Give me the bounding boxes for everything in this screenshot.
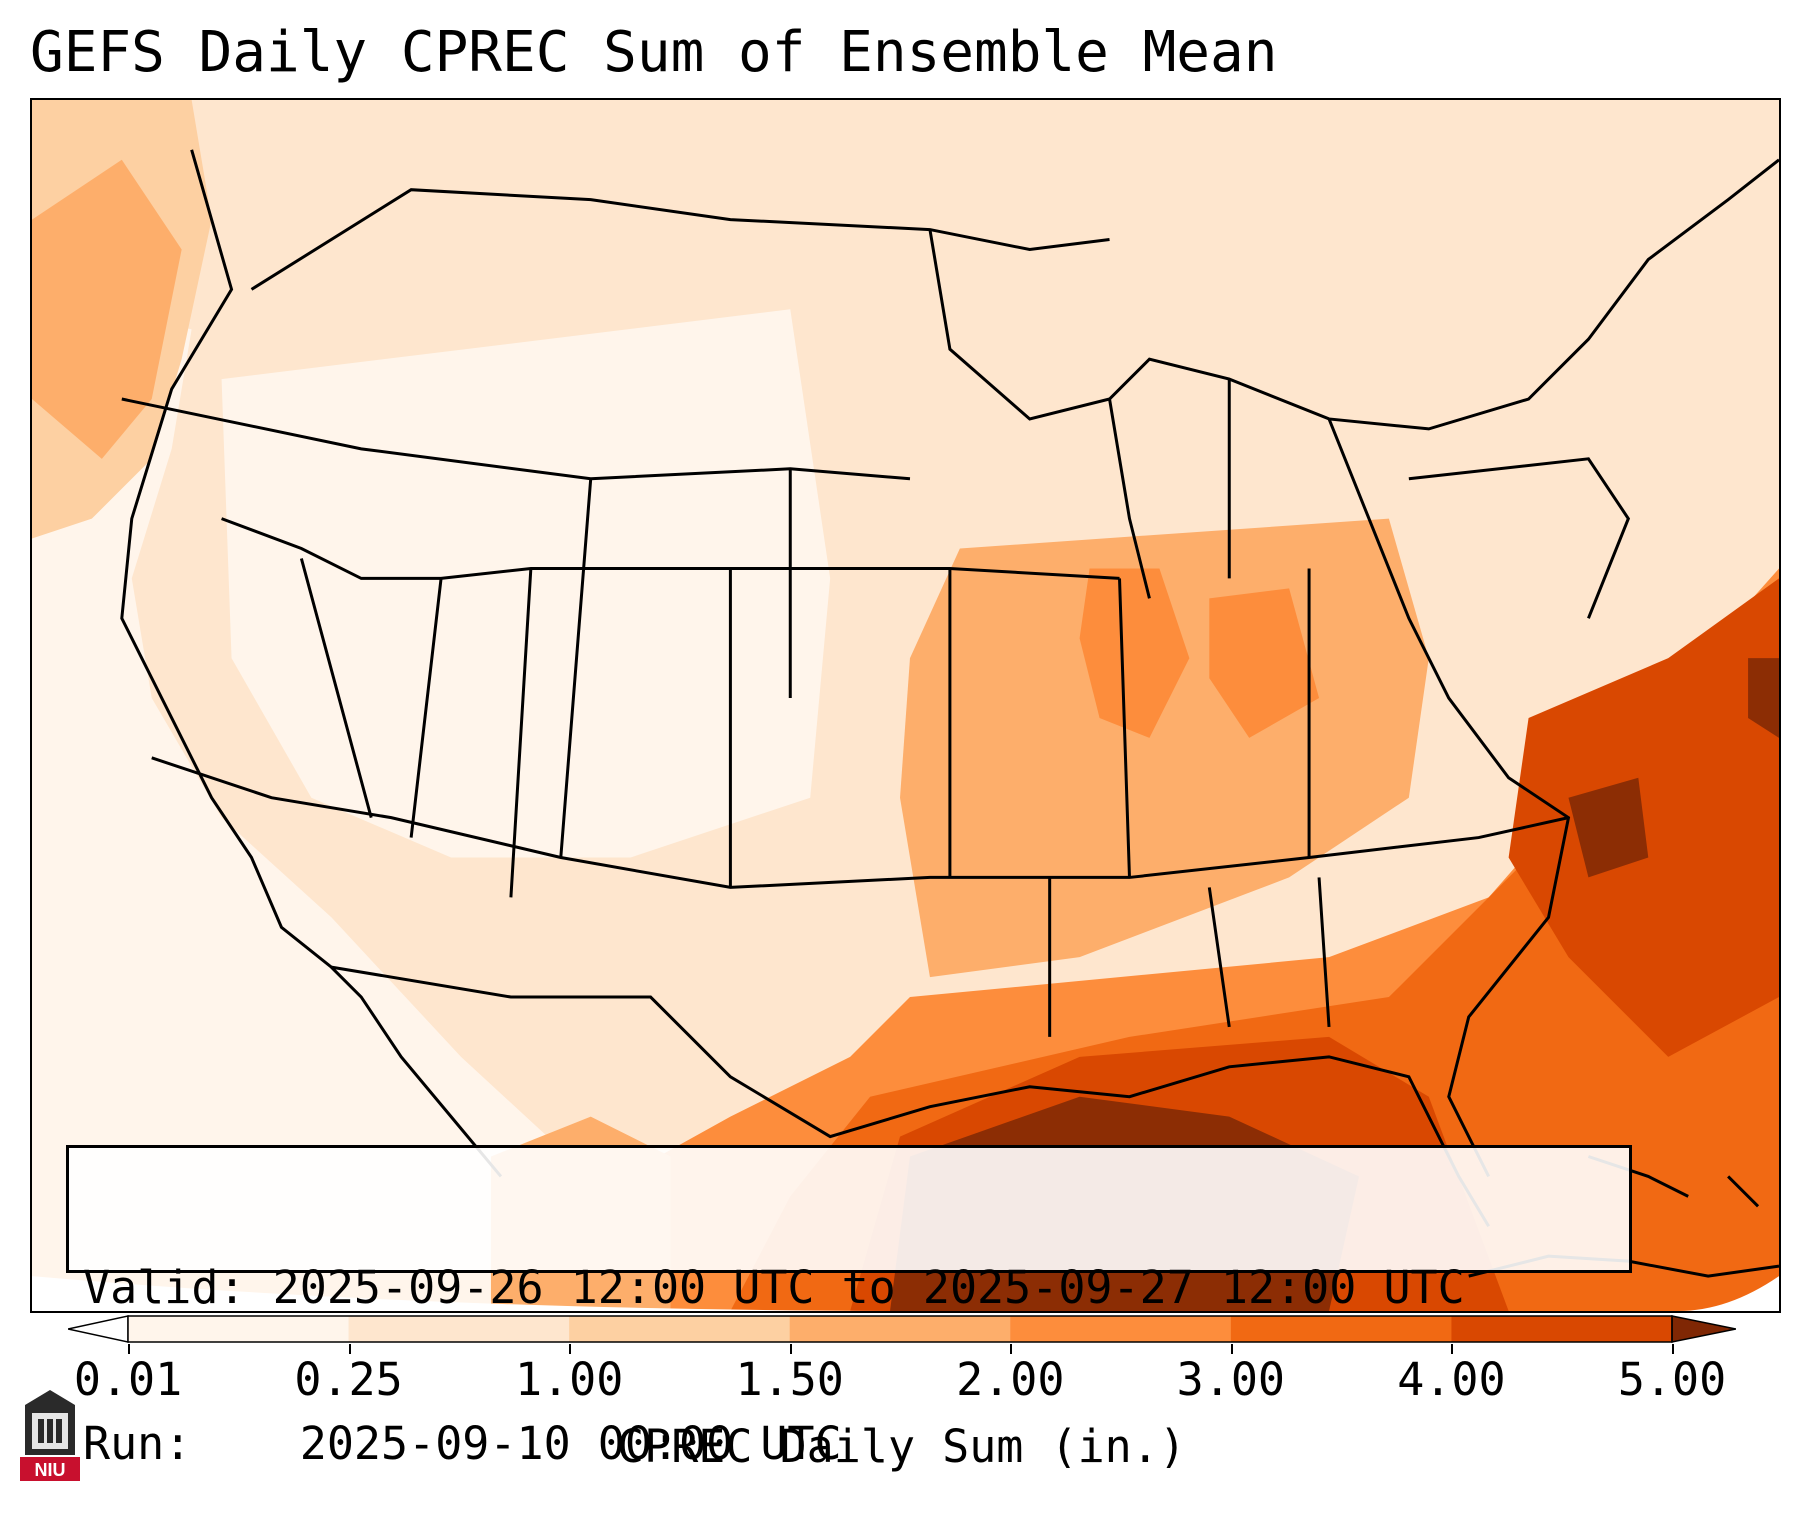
colorbar-tick bbox=[1451, 1344, 1454, 1354]
colorbar-tick-label: 1.50 bbox=[735, 1353, 844, 1406]
colorbar-tick bbox=[128, 1344, 130, 1354]
colorbar-segment bbox=[128, 1316, 350, 1342]
precip-interior-west bbox=[221, 309, 831, 858]
colorbar-label: CPREC Daily Sum (in.) bbox=[617, 1420, 1186, 1473]
valid-label: Valid: bbox=[83, 1261, 246, 1314]
colorbar-tick-label: 0.25 bbox=[294, 1353, 403, 1406]
valid-run-info-box: Valid: 2025-09-26 12:00 UTC to 2025-09-2… bbox=[66, 1145, 1632, 1470]
precip-illinois bbox=[1079, 568, 1190, 738]
colorbar-segment bbox=[1230, 1316, 1452, 1342]
valid-text: 2025-09-26 12:00 UTC to 2025-09-27 12:00… bbox=[272, 1261, 1465, 1314]
run-label: Run: bbox=[83, 1417, 192, 1470]
colorbar-segment bbox=[1010, 1316, 1232, 1342]
precip-pacnw-high bbox=[32, 159, 182, 459]
run-text: 2025-09-10 00:00 UTC bbox=[299, 1417, 842, 1470]
svg-text:NIU: NIU bbox=[35, 1460, 66, 1480]
niu-logo: NIU bbox=[20, 1390, 80, 1481]
colorbar-tick bbox=[789, 1344, 792, 1354]
colorbar bbox=[68, 1315, 1736, 1343]
colorbar-segment bbox=[569, 1316, 791, 1342]
colorbar-tick bbox=[348, 1344, 351, 1354]
state-boundaries bbox=[120, 149, 1779, 1228]
colorbar-segment bbox=[348, 1316, 570, 1342]
colorbar-tick bbox=[1010, 1344, 1013, 1354]
precip-atlantic-high bbox=[1508, 578, 1779, 1057]
precipitation-map bbox=[30, 98, 1781, 1313]
precip-atlantic-max bbox=[1568, 777, 1649, 878]
colorbar-tick-label: 0.01 bbox=[73, 1353, 183, 1406]
map-corner-right bbox=[1678, 1276, 1779, 1311]
colorbar-tick-label: 4.00 bbox=[1397, 1353, 1506, 1406]
colorbar-tick bbox=[1672, 1344, 1674, 1354]
colorbar-tick-label: 2.00 bbox=[956, 1353, 1065, 1406]
colorbar-tick bbox=[1230, 1344, 1233, 1354]
colorbar-segment bbox=[1451, 1316, 1673, 1342]
colorbar-frame bbox=[127, 1315, 1673, 1343]
precip-low-west bbox=[32, 299, 631, 1311]
precip-indiana bbox=[1209, 588, 1320, 738]
colorbar-tick-label: 3.00 bbox=[1176, 1353, 1286, 1406]
colorbar-under-arrow bbox=[68, 1315, 129, 1343]
map-title: GEFS Daily CPREC Sum of Ensemble Mean bbox=[30, 20, 1278, 85]
colorbar-tick-label: 5.00 bbox=[1617, 1353, 1727, 1406]
valid-line: Valid: 2025-09-26 12:00 UTC to 2025-09-2… bbox=[83, 1262, 1629, 1314]
map-corner-left bbox=[32, 1276, 930, 1311]
colorbar-tick bbox=[569, 1344, 572, 1354]
colorbar-segment bbox=[789, 1316, 1011, 1342]
precip-atlantic-max-2 bbox=[1748, 658, 1779, 738]
colorbar-over-arrow bbox=[1671, 1315, 1736, 1343]
run-line: Run: 2025-09-10 00:00 UTC bbox=[83, 1418, 1629, 1470]
colorbar-tick-label: 1.00 bbox=[514, 1353, 624, 1406]
